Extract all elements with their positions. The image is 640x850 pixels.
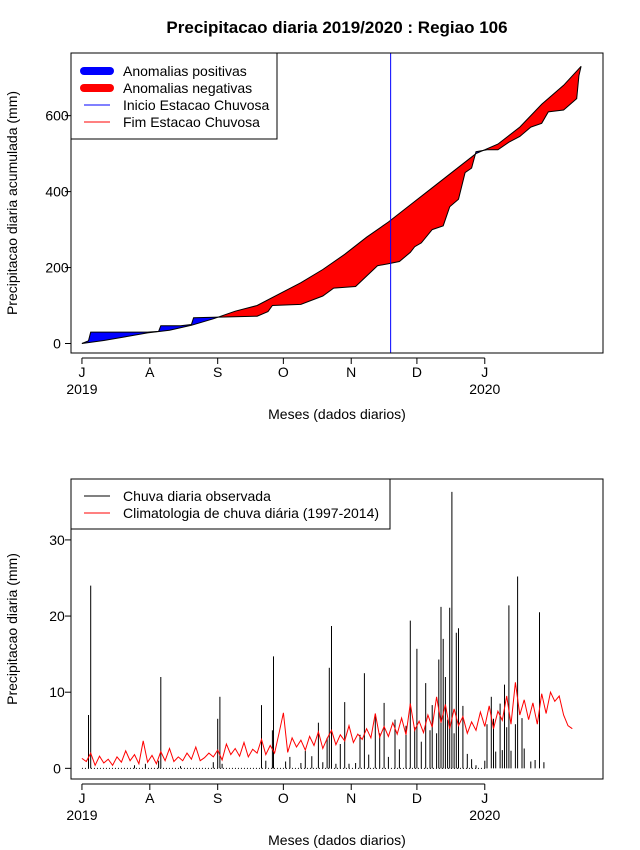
positive-anomaly-area	[81, 316, 219, 344]
legend-label-season-end: Fim Estacao Chuvosa	[123, 114, 260, 130]
top-year-label: 2020	[469, 381, 500, 397]
legend-label-season-start: Inicio Estacao Chuvosa	[123, 97, 270, 113]
bottom-month-label: A	[145, 790, 155, 806]
top-month-label: J	[481, 364, 488, 380]
bottom-x-axis-label: Meses (dados diarios)	[268, 832, 406, 848]
top-y-tick-label: 200	[45, 260, 69, 276]
bottom-y-tick-label: 30	[49, 532, 65, 548]
top-legend: Anomalias positivas Anomalias negativas …	[70, 52, 278, 140]
bottom-month-label: J	[78, 790, 85, 806]
bottom-month-label: N	[346, 790, 356, 806]
bottom-month-label: S	[213, 790, 222, 806]
observed-cumulative-line	[81, 66, 582, 344]
bottom-legend-box	[70, 478, 391, 530]
top-month-label: A	[145, 364, 155, 380]
legend-label-climatology: Climatologia de chuva diária (1997-2014)	[123, 505, 379, 521]
bottom-y-tick-label: 20	[49, 608, 65, 624]
top-plot-frame	[70, 52, 604, 354]
bottom-year-label: 2019	[66, 807, 97, 823]
top-y-axis: 0 200 400 600	[45, 108, 71, 352]
top-y-tick-label: 0	[53, 336, 61, 352]
top-year-label: 2019	[66, 381, 97, 397]
climatology-cumulative-line	[81, 65, 582, 344]
bottom-y-axis: 0 10 20 30	[49, 532, 71, 776]
top-x-axis-label: Meses (dados diarios)	[268, 406, 406, 422]
legend-label-negative: Anomalias negativas	[123, 80, 252, 96]
top-y-tick-label: 600	[45, 108, 69, 124]
top-month-label: S	[213, 364, 222, 380]
negative-anomaly-area	[218, 151, 477, 318]
cumulative-lines	[81, 65, 582, 344]
observed-rain-bars	[88, 491, 545, 769]
climatology-daily-line	[81, 682, 573, 767]
top-month-label: J	[78, 364, 85, 380]
bottom-legend: Chuva diaria observada Climatologia de c…	[70, 478, 391, 530]
top-month-label: O	[278, 364, 289, 380]
bottom-y-axis-label: Precipitacao diaria (mm)	[4, 553, 20, 705]
top-month-label: D	[412, 364, 422, 380]
negative-anomaly-area	[483, 66, 582, 151]
top-legend-box	[70, 52, 278, 140]
chart-title: Precipitacao diaria 2019/2020 : Regiao 1…	[166, 18, 507, 37]
top-month-label: N	[346, 364, 356, 380]
climatology-line-group	[81, 682, 573, 767]
bottom-month-label: D	[412, 790, 422, 806]
bottom-y-tick-label: 10	[49, 684, 65, 700]
bottom-y-tick-label: 0	[53, 760, 61, 776]
bottom-year-label: 2020	[469, 807, 500, 823]
bottom-month-label: O	[278, 790, 289, 806]
top-y-tick-label: 400	[45, 184, 69, 200]
legend-label-positive: Anomalias positivas	[123, 63, 247, 79]
legend-label-observed: Chuva diaria observada	[123, 488, 271, 504]
top-y-axis-label: Precipitacao diaria acumulada (mm)	[4, 91, 20, 315]
bottom-month-label: J	[481, 790, 488, 806]
